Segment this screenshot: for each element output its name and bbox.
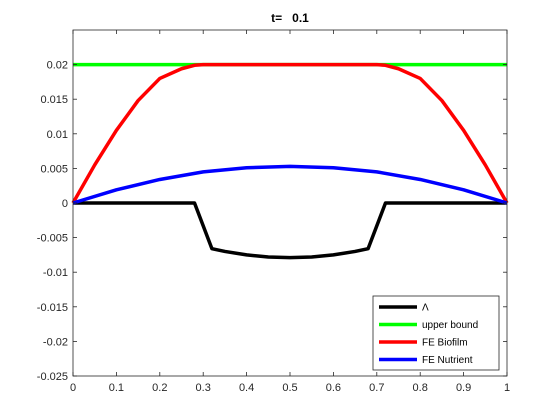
x-tick-label: 0.7 <box>369 382 384 394</box>
x-tick-label: 0.8 <box>413 382 428 394</box>
chart-title: t= 0.1 <box>271 11 309 25</box>
legend-label: Λ <box>422 303 429 314</box>
y-tick-label: -0.005 <box>37 233 68 245</box>
y-tick-label: -0.01 <box>43 267 68 279</box>
legend-label: FE Nutrient <box>422 355 473 366</box>
series-layer <box>71 62 509 260</box>
ticks-layer: 0 0.1 0.2 0.3 0.4 0.5 0.6 0.7 0.8 0.9 1 -0.025 -0.02… <box>37 30 510 394</box>
y-tick-label: 0.01 <box>47 129 68 141</box>
x-tick-label: 0.4 <box>239 382 254 394</box>
series-line-4 <box>72 164 508 205</box>
y-tick-label: -0.02 <box>43 336 68 348</box>
x-tick-label: 0.3 <box>196 382 211 394</box>
x-tick-label: 1 <box>504 382 510 394</box>
legend-label: FE Biofilm <box>422 338 468 349</box>
legend-label: upper bound <box>422 320 478 331</box>
y-tick-label: 0.02 <box>47 60 68 72</box>
y-tick-label: 0.015 <box>40 94 68 106</box>
x-tick-label: 0.1 <box>109 382 124 394</box>
x-tick-label: 0 <box>70 382 76 394</box>
x-tick-label: 0.2 <box>152 382 167 394</box>
y-tick-label: -0.015 <box>37 302 68 314</box>
y-tick-label: 0.005 <box>40 163 68 175</box>
y-tick-label: -0.025 <box>37 371 68 383</box>
y-tick-label: 0 <box>62 198 68 210</box>
series-line-3 <box>71 62 509 204</box>
x-tick-label: 0.9 <box>456 382 471 394</box>
x-tick-label: 0.5 <box>282 382 297 394</box>
series-line-1 <box>73 201 507 260</box>
x-tick-label: 0.6 <box>326 382 341 394</box>
